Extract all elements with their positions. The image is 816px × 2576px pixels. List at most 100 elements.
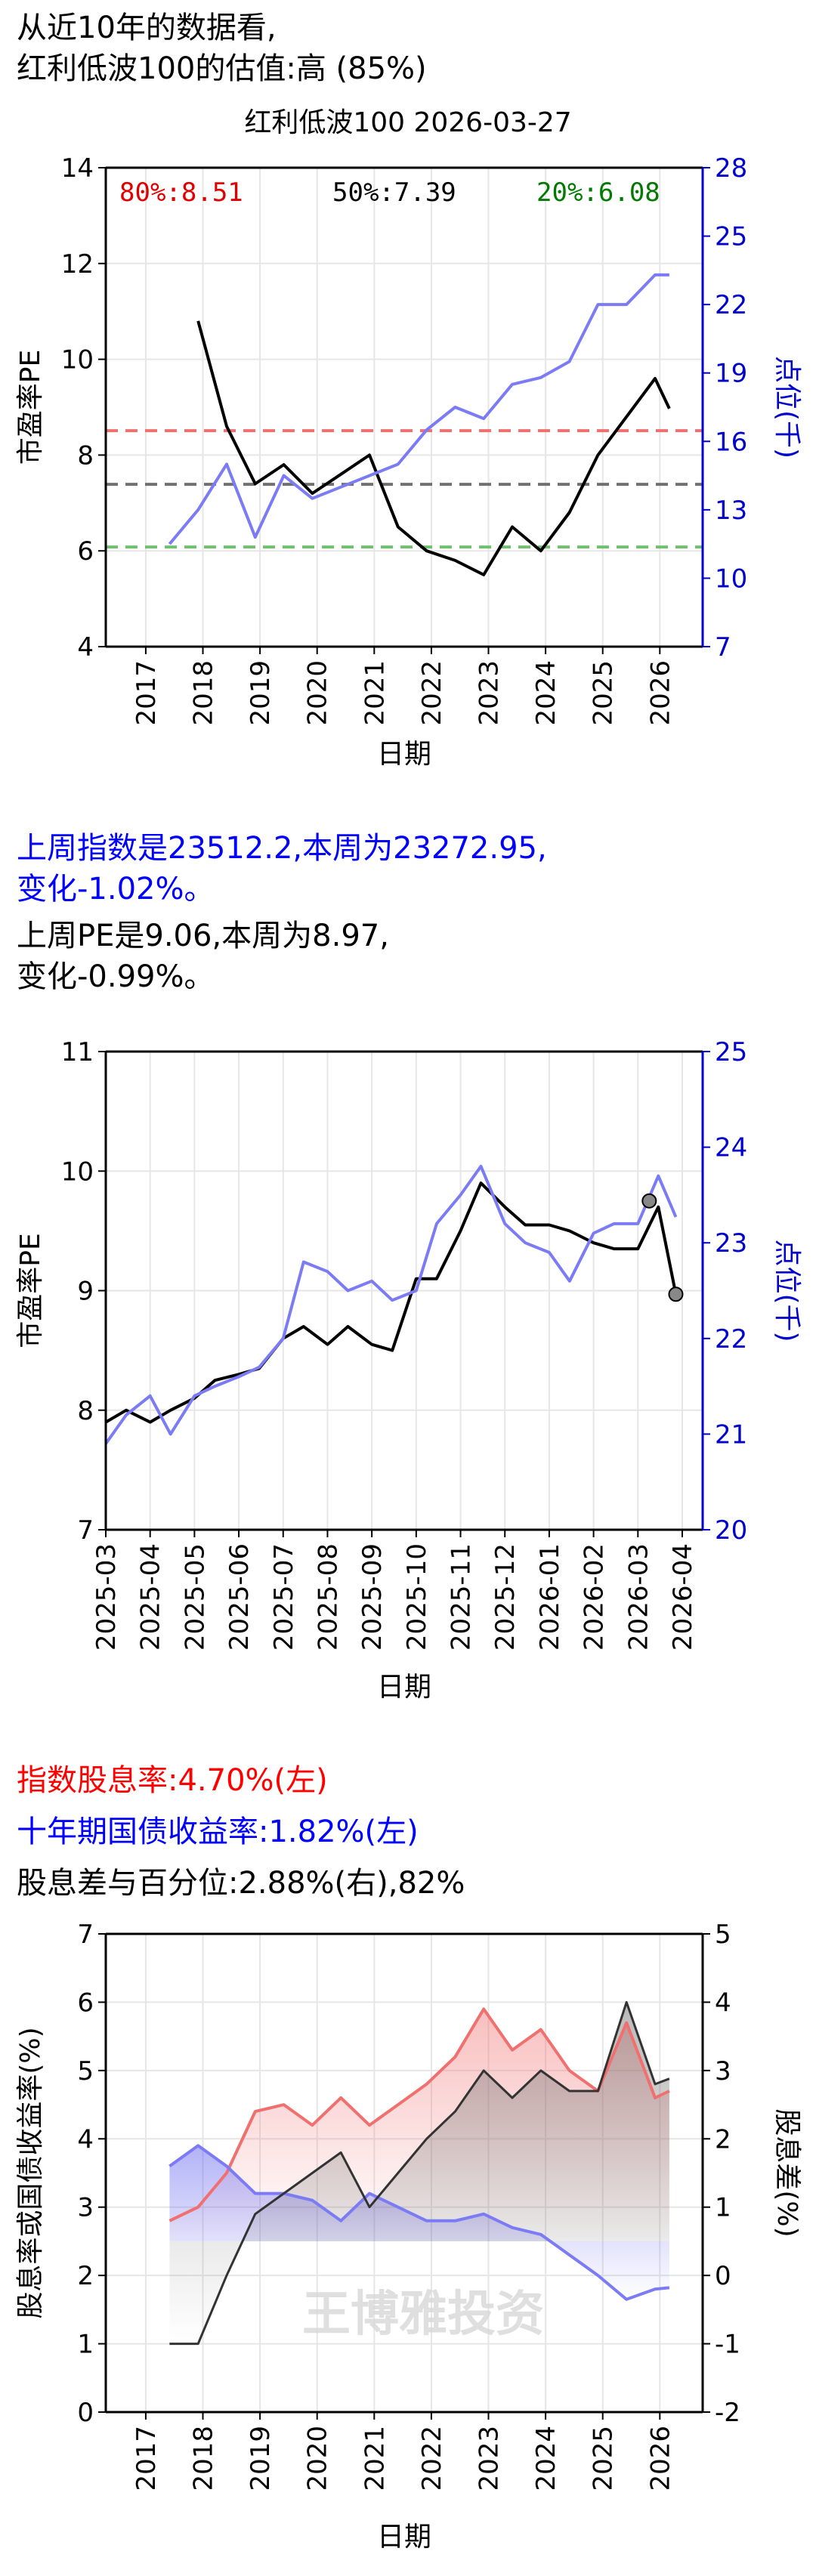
x-tick-label: 2025	[589, 660, 619, 726]
x-tick-label: 2019	[246, 660, 276, 726]
valuation-level: 红利低波100的估值:高 (85%)	[17, 51, 427, 86]
x-tick-label: 2024	[531, 660, 561, 726]
right-tick-label: 23	[715, 1228, 747, 1259]
chart-title: 红利低波100 2026-03-27	[244, 107, 571, 138]
y-axis-right-label: 点位(千)	[771, 1239, 802, 1342]
x-tick-label: 2026-01	[535, 1543, 565, 1651]
right-tick-label: -2	[715, 2398, 740, 2428]
x-tick-label: 2025-06	[224, 1543, 255, 1651]
x-tick-label: 2020	[303, 660, 333, 726]
x-tick-label: 2025	[589, 2426, 619, 2491]
left-tick-label: 3	[77, 2193, 94, 2223]
right-tick-label: 20	[715, 1515, 747, 1546]
x-tick-label: 2026	[645, 660, 675, 726]
left-tick-label: 10	[61, 1157, 94, 1187]
valuation-intro: 从近10年的数据看,	[17, 11, 277, 45]
right-tick-label: 22	[715, 290, 747, 320]
weekly-index-change: 变化-1.02%。	[17, 872, 215, 907]
y-axis-left-label: 市盈率PE	[15, 1233, 46, 1348]
series-area-2	[169, 2002, 669, 2344]
right-tick-label: 2	[715, 2124, 731, 2154]
x-tick-label: 2023	[474, 660, 505, 726]
left-tick-label: 6	[77, 1988, 94, 2018]
x-tick-label: 2022	[417, 2426, 447, 2491]
x-tick-label: 2025-03	[91, 1543, 122, 1651]
left-tick-label: 4	[77, 2124, 94, 2154]
x-tick-label: 2018	[189, 660, 219, 726]
right-tick-label: 28	[715, 153, 747, 184]
right-tick-label: 21	[715, 1419, 747, 1450]
left-tick-label: 7	[77, 1920, 94, 1950]
x-tick-label: 2024	[531, 2426, 561, 2491]
left-tick-label: 12	[61, 249, 94, 280]
pct20-label: 20%:6.08	[536, 178, 660, 208]
x-tick-label: 2026-03	[623, 1543, 654, 1651]
recent-pe-point	[668, 1286, 684, 1302]
left-tick-label: 8	[77, 1396, 94, 1426]
left-tick-label: 0	[77, 2398, 94, 2428]
pe-index-chart: 红利低波100 2026-03-27 80%:8.51 50%:7.39 20%:6.…	[15, 107, 802, 770]
watermark: 王博雅投资	[302, 2287, 544, 2343]
left-tick-label: 8	[77, 440, 94, 471]
right-tick-label: 24	[715, 1133, 747, 1163]
right-tick-label: 3	[715, 2056, 731, 2086]
x-axis-label: 日期	[377, 739, 431, 770]
bond-yield-text: 十年期国债收益率:1.82%(左)	[17, 1815, 419, 1849]
series-line-1	[168, 2144, 670, 2301]
dividend-yield-text: 指数股息率:4.70%(左)	[17, 1763, 328, 1798]
yield-spread-chart: 王博雅投资 0 1 2 3 4 5 6 7 -2 -1 0 1 2 3 4 5 2017 2018 2019 2020 2…	[15, 1920, 802, 2553]
weekly-pe-change: 变化-0.99%。	[17, 959, 215, 994]
weekly-index-text: 上周指数是23512.2,本周为23272.95,	[17, 831, 547, 866]
left-tick-label: 11	[61, 1037, 94, 1067]
x-tick-label: 2017	[131, 660, 162, 726]
x-tick-label: 2017	[131, 2426, 162, 2491]
x-tick-label: 2026-02	[580, 1543, 610, 1651]
left-tick-label: 2	[77, 2261, 94, 2291]
left-tick-label: 9	[77, 1277, 94, 1307]
x-tick-label: 2025-08	[313, 1543, 343, 1651]
x-axis-label: 日期	[377, 1672, 431, 1703]
x-tick-label: 2025-05	[180, 1543, 210, 1651]
right-tick-label: 22	[715, 1324, 747, 1354]
left-tick-label: 1	[77, 2330, 94, 2360]
right-tick-label: 25	[715, 222, 747, 252]
y-axis-right-label: 股息差(%)	[771, 2108, 802, 2237]
left-tick-label: 14	[61, 153, 94, 184]
series-line-1	[168, 273, 669, 545]
right-tick-label: 4	[715, 1988, 731, 2018]
x-tick-label: 2020	[303, 2426, 333, 2491]
right-tick-label: 25	[715, 1037, 747, 1067]
x-tick-label: 2018	[189, 2426, 219, 2491]
right-tick-label: 19	[715, 359, 747, 389]
pct50-label: 50%:7.39	[332, 178, 456, 208]
x-tick-label: 2025-12	[490, 1543, 521, 1651]
right-tick-label: 0	[715, 2261, 731, 2291]
y-axis-left-label: 股息率或国债收益率(%)	[15, 2027, 46, 2318]
recent-pe-index-chart: 7 8 9 10 11 20 21 22 23 24 25 2025-03 2025-04 2025-05…	[15, 1037, 802, 1703]
x-tick-label: 2025-11	[447, 1543, 477, 1651]
yield-spread-text: 股息差与百分位:2.88%(右),82%	[17, 1866, 465, 1901]
recent-pe-point	[641, 1193, 657, 1209]
x-tick-label: 2022	[417, 660, 447, 726]
right-tick-label: 1	[715, 2193, 731, 2223]
left-tick-label: 6	[77, 536, 94, 567]
x-tick-label: 2026	[645, 2426, 675, 2491]
series-line-0	[104, 1181, 678, 1424]
right-tick-label: 13	[715, 496, 747, 526]
left-tick-label: 7	[77, 1515, 94, 1546]
left-tick-label: 5	[77, 2056, 94, 2086]
right-tick-label: 10	[715, 564, 747, 594]
right-tick-label: 7	[715, 632, 731, 663]
x-tick-label: 2019	[246, 2426, 276, 2491]
left-tick-label: 10	[61, 345, 94, 375]
x-tick-label: 2025-07	[269, 1543, 299, 1651]
weekly-pe-text: 上周PE是9.06,本周为8.97,	[17, 919, 389, 953]
y-axis-right-label: 点位(千)	[771, 356, 802, 459]
y-axis-left-label: 市盈率PE	[15, 350, 46, 465]
x-axis-label: 日期	[377, 2522, 431, 2553]
x-tick-label: 2026-04	[668, 1543, 698, 1651]
left-tick-label: 4	[77, 632, 94, 663]
x-tick-label: 2025-04	[136, 1543, 166, 1651]
right-tick-label: 5	[715, 1920, 731, 1950]
x-tick-label: 2025-10	[402, 1543, 432, 1651]
